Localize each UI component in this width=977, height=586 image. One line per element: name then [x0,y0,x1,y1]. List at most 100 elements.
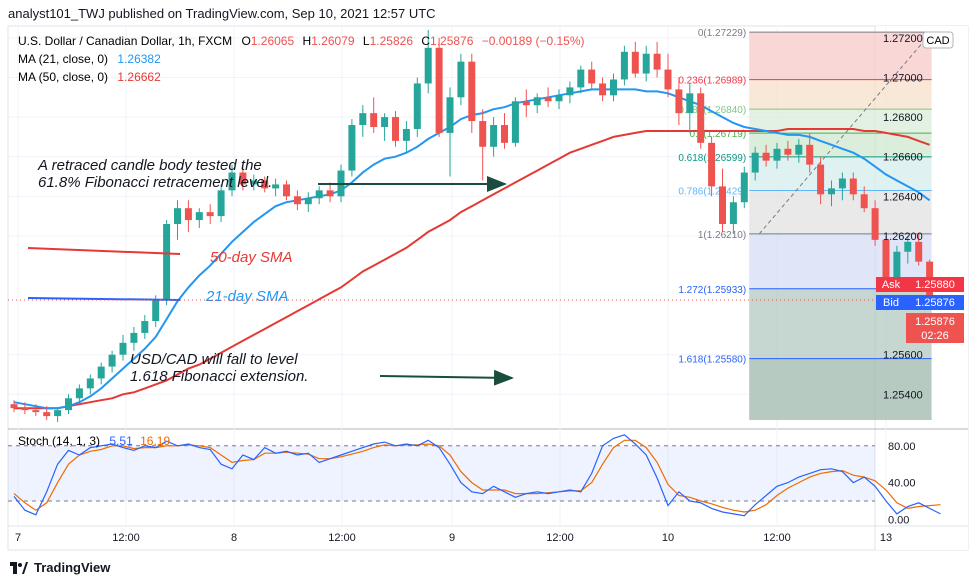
price-tick: 1.26600 [883,152,923,164]
stoch-d-line [13,439,941,513]
time-tick: 12:00 [328,532,356,544]
ma21-legend-value: 1.26382 [117,52,161,66]
candle-body [250,180,258,185]
chart-canvas[interactable]: 0(1.27229)0.236(1.26989)0.382(1.26840)0.… [0,24,977,554]
candle-body [217,190,225,217]
candle-body [293,196,301,205]
candle-body [511,101,519,143]
price-tick: 1.26400 [883,191,923,203]
price-tick: 1.27000 [883,73,923,85]
bid-tag-label: Bid [883,297,899,309]
candle-body [272,184,280,189]
tradingview-logo[interactable]: TradingView [10,560,110,575]
candle-body [882,239,890,282]
candle-body [315,190,323,199]
candle-body [686,93,694,114]
candle-body [544,97,552,102]
candle-body [392,117,399,141]
candle-body [446,97,454,133]
candle-body [348,125,356,171]
tradingview-logo-icon [10,561,28,574]
candle-body [468,61,476,122]
tradingview-brand: TradingView [34,560,111,575]
stoch-tick: 80.00 [888,441,916,453]
candle-body [620,51,628,80]
high-label: H [303,34,312,48]
time-tick: 7 [15,532,21,544]
candle-body [773,148,781,161]
bid-tag-value: 1.25876 [915,297,955,309]
candle-body [65,398,72,411]
stoch-label: Stoch (14, 1, 3) [18,434,100,448]
time-tick: 12:00 [546,532,574,544]
candle-body [75,388,83,399]
candle-body [86,378,94,389]
time-tick: 10 [662,532,674,544]
svg-text:MA (50, close, 0) 1.2666: MA (50, close, 0) 1.26662 [18,70,161,84]
fib-zone [749,32,932,80]
candle-body [664,69,672,90]
candle-body [141,321,149,333]
time-tick: 9 [449,532,455,544]
close-value: 1.25876 [430,34,474,48]
bid-tag: Bid 1.25876 [876,295,964,310]
candle-body [719,186,726,225]
stoch-tick: 40.00 [888,478,916,490]
candle-body [838,178,846,189]
candle-body [784,148,792,155]
candle-body [43,412,51,417]
open-label: O [241,34,250,48]
currency-badge-label: CAD [926,35,949,47]
extension-arrow [379,369,514,386]
low-label: L [363,34,370,48]
fib-zone [749,79,932,110]
symbol-label: U.S. Dollar / Canadian Dollar, 1h, FXCM [18,34,232,48]
candle-body [555,95,563,102]
price-tick: 1.26800 [883,112,923,124]
candle-body [631,51,639,74]
fib-level-label: 0.786(1.26429) [678,187,746,198]
sma50-guide-line [27,247,181,255]
svg-text:Stoch (14, 1, 3) 5.51: Stoch (14, 1, 3) 5.51 16.19 [18,434,170,448]
candle-body [413,83,421,129]
candle-body [817,164,825,195]
price-tick: 1.25400 [883,389,923,401]
stoch-axis-ticks: 80.00 40.00 0.00 [888,441,916,527]
candle-body [871,208,879,240]
publisher-caption: analyst101_TWJ published on TradingView.… [8,6,436,21]
candle-body [642,53,650,74]
candle-body [904,241,912,252]
currency-badge[interactable]: CAD [922,31,954,49]
fall-annotation-line1: USD/CAD will fall to level [130,351,298,368]
price-axis-ticks: 1.27200 1.27000 1.26800 1.26600 1.26400 1.262… [883,33,923,401]
ma50-legend-label: MA (50, close, 0) [18,70,108,84]
candle-body [522,101,530,106]
candle-body [533,97,541,106]
candle-body [152,299,160,322]
candle-body [566,87,574,96]
price-tick: 1.26200 [883,231,923,243]
candle-body [828,188,835,195]
sma21-guide-line [27,297,181,301]
candle-body [54,410,62,417]
stoch-tick: 0.00 [888,514,909,526]
fib-zone [749,133,932,157]
candle-body [795,144,803,155]
sma50-annotation: 50-day SMA [210,249,293,266]
fall-annotation-line2: 1.618 Fibonacci extension. [130,368,308,385]
candle-body [206,212,214,217]
fib-zone [749,358,932,421]
ma21-legend-label: MA (21, close, 0) [18,52,108,66]
candle-body [751,152,759,173]
candle-body [457,61,465,98]
stoch-k-line [13,434,941,517]
candle-body [893,251,901,282]
candle-body [860,194,868,209]
candle-body [599,83,607,96]
candle-body [479,121,487,147]
candle-body [381,117,389,127]
price-tick: 1.27200 [883,33,923,45]
candle-body [261,180,269,189]
candle-body [239,172,247,185]
ma50-line [14,128,930,410]
